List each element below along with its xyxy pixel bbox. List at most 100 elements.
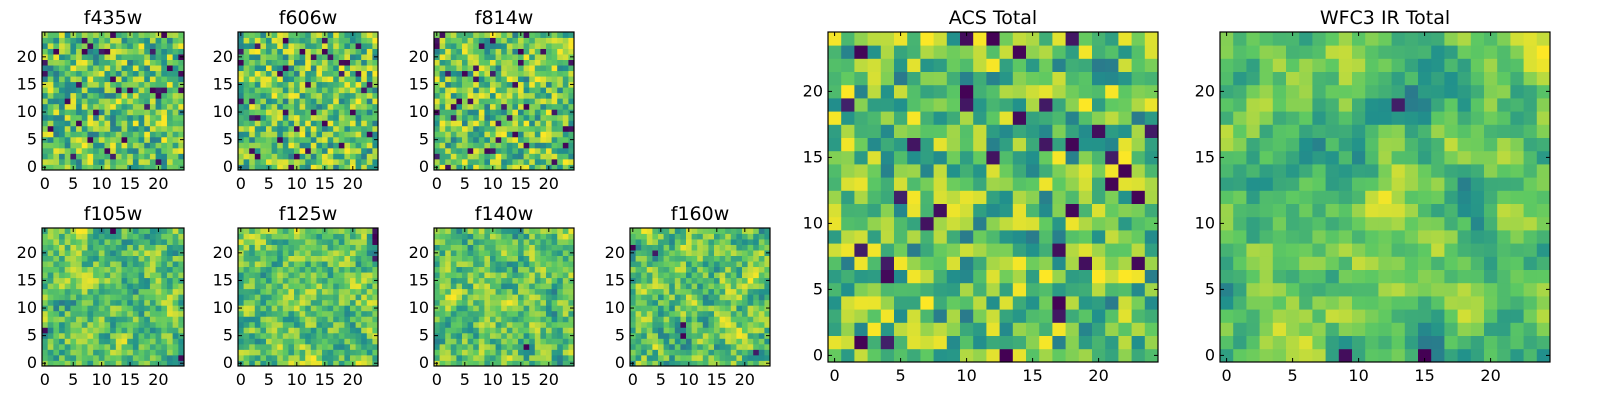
heatmap-cell: [161, 233, 168, 240]
heatmap-cell: [42, 283, 49, 290]
heatmap-cell: [523, 37, 530, 44]
heatmap-cell: [47, 294, 54, 301]
heatmap-cell: [127, 239, 134, 245]
heatmap-cell: [986, 203, 1000, 218]
heatmap-cell: [288, 310, 295, 317]
heatmap-cell: [546, 294, 552, 301]
heatmap-cell: [161, 239, 168, 245]
heatmap-cell: [310, 153, 317, 160]
heatmap-cell: [686, 327, 692, 334]
heatmap-cell: [630, 283, 636, 290]
heatmap-cell: [512, 120, 519, 127]
heatmap-cell: [562, 48, 569, 55]
heatmap-cell: [490, 266, 496, 273]
heatmap-cell: [93, 294, 100, 301]
heatmap-cell: [546, 114, 552, 121]
heatmap-cell: [121, 120, 128, 127]
heatmap-cell: [933, 190, 948, 204]
heatmap-cell: [161, 250, 168, 256]
heatmap-cell: [361, 98, 368, 105]
heatmap-cell: [1039, 216, 1053, 231]
heatmap-cell: [277, 338, 284, 345]
heatmap-cell: [366, 228, 373, 234]
heatmap-cell: [166, 228, 174, 234]
heatmap-cell: [115, 81, 122, 88]
heatmap-cell: [47, 233, 54, 240]
heatmap-cell: [484, 81, 491, 88]
heatmap-cell: [110, 114, 117, 121]
heatmap-cell: [104, 283, 111, 290]
heatmap-cell: [249, 164, 256, 171]
heatmap-cell: [462, 92, 468, 99]
heatmap-cell: [138, 153, 145, 160]
heatmap-cell: [260, 54, 267, 60]
heatmap-cell: [484, 43, 491, 49]
heatmap-cell: [439, 158, 446, 165]
heatmap-cell: [243, 147, 250, 154]
heatmap-cell: [462, 277, 468, 284]
heatmap-cell: [104, 103, 111, 110]
heatmap-cell: [53, 261, 60, 268]
heatmap-cell: [372, 299, 379, 306]
heatmap-cell: [121, 114, 128, 121]
heatmap-cell: [557, 316, 564, 323]
heatmap-cell: [635, 261, 642, 268]
heatmap-cell: [758, 261, 765, 268]
heatmap-cell: [288, 294, 295, 301]
heatmap-cell: [434, 158, 440, 165]
heatmap-cell: [714, 266, 720, 273]
heatmap-cell: [70, 343, 77, 350]
heatmap-cell: [271, 59, 278, 66]
heatmap-cell: [473, 255, 480, 262]
heatmap-cell: [523, 76, 530, 83]
heatmap-cell: [439, 360, 446, 367]
heatmap-cell: [178, 92, 185, 99]
heatmap-cell: [658, 338, 664, 345]
heatmap-cell: [338, 233, 345, 240]
heatmap-cell: [299, 54, 306, 60]
heatmap-cell: [47, 299, 54, 306]
heatmap-cell: [288, 321, 295, 328]
heatmap-cell: [76, 37, 83, 44]
heatmap-cell: [238, 321, 244, 328]
heatmap-cell: [445, 228, 452, 234]
heatmap-cell: [960, 243, 974, 257]
heatmap-cell: [322, 147, 328, 154]
heatmap-cell: [540, 48, 547, 55]
heatmap-cell: [714, 343, 720, 350]
heatmap-cell: [730, 305, 737, 312]
heatmap-cell: [59, 294, 66, 301]
heatmap-cell: [568, 255, 575, 262]
heatmap-cell: [155, 120, 162, 127]
heatmap-cell: [355, 305, 362, 312]
heatmap-cell: [282, 255, 289, 262]
heatmap-cell: [149, 48, 156, 55]
heatmap-cell: [742, 327, 748, 334]
heatmap-cell: [355, 332, 362, 339]
heatmap-cell: [529, 228, 536, 234]
heatmap-cell: [478, 43, 485, 49]
heatmap-cell: [53, 349, 60, 356]
heatmap-cell: [121, 142, 128, 149]
heatmap-cell: [127, 76, 134, 83]
heatmap-cell: [518, 114, 524, 121]
heatmap-cell: [674, 327, 681, 334]
heatmap-cell: [708, 239, 715, 245]
heatmap-cell: [758, 299, 765, 306]
heatmap-cell: [714, 338, 720, 345]
heatmap-cell: [254, 360, 261, 367]
heatmap-cell: [635, 277, 642, 284]
heatmap-cell: [294, 109, 300, 116]
heatmap-cell: [350, 153, 356, 160]
heatmap-cell: [121, 277, 128, 284]
heatmap-cell: [132, 48, 139, 55]
heatmap-cell: [747, 250, 754, 256]
heatmap-cell: [372, 244, 379, 251]
heatmap-cell: [64, 261, 71, 268]
heatmap-cell: [484, 228, 491, 234]
heatmap-cell: [76, 233, 83, 240]
heatmap-cell: [110, 164, 117, 171]
heatmap-cell: [238, 310, 244, 317]
heatmap-cell: [53, 354, 60, 361]
heatmap-cell: [76, 266, 83, 273]
